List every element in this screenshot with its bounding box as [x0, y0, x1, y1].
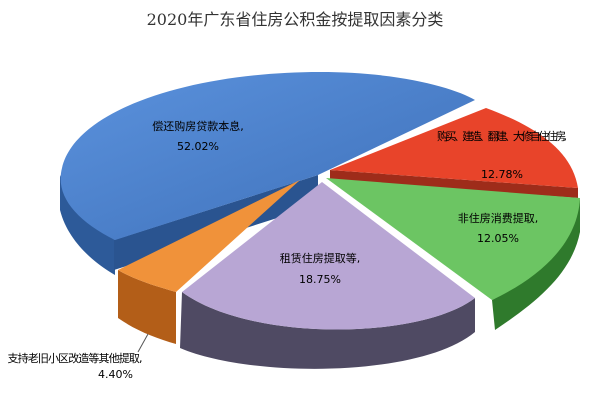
value-other: 4.40%	[98, 368, 133, 381]
slice-self-housing-side	[330, 170, 578, 198]
chart-title: 2020年广东省住房公积金按提取因素分类	[146, 10, 444, 29]
label-other: 支持老旧小区改造等其他提取,	[8, 351, 143, 365]
slice-rental-side	[180, 292, 475, 369]
label-self-housing: 购买、建造、翻建、大修自住住房,	[437, 129, 567, 143]
label-rental: 租赁住房提取等,	[280, 251, 361, 265]
value-loan-repayment: 52.02%	[177, 140, 219, 153]
slice-other-side	[118, 270, 176, 344]
value-self-housing: 12.78%	[481, 168, 523, 181]
slice-non-housing	[326, 178, 580, 300]
label-other-text: 支持老旧小区改造等其他提取,	[8, 351, 143, 365]
slice-loan-repayment-side	[60, 175, 115, 275]
slice-self-housing	[330, 108, 578, 188]
value-non-housing: 12.05%	[477, 232, 519, 245]
slice-loan-repayment	[60, 72, 476, 240]
label-non-housing: 非住房消费提取,	[458, 211, 539, 225]
slice-rental	[182, 182, 475, 330]
label-loan-repayment: 偿还购房贷款本息,	[152, 119, 244, 133]
watermark-logo: 南方+	[500, 348, 574, 379]
leader-line-other	[137, 333, 149, 353]
label-self-housing-text: 购买、建造、翻建、大修自住住房,	[437, 129, 567, 143]
slice-other	[118, 180, 300, 292]
slice-non-housing-side	[492, 198, 580, 330]
value-rental: 18.75%	[299, 273, 341, 286]
